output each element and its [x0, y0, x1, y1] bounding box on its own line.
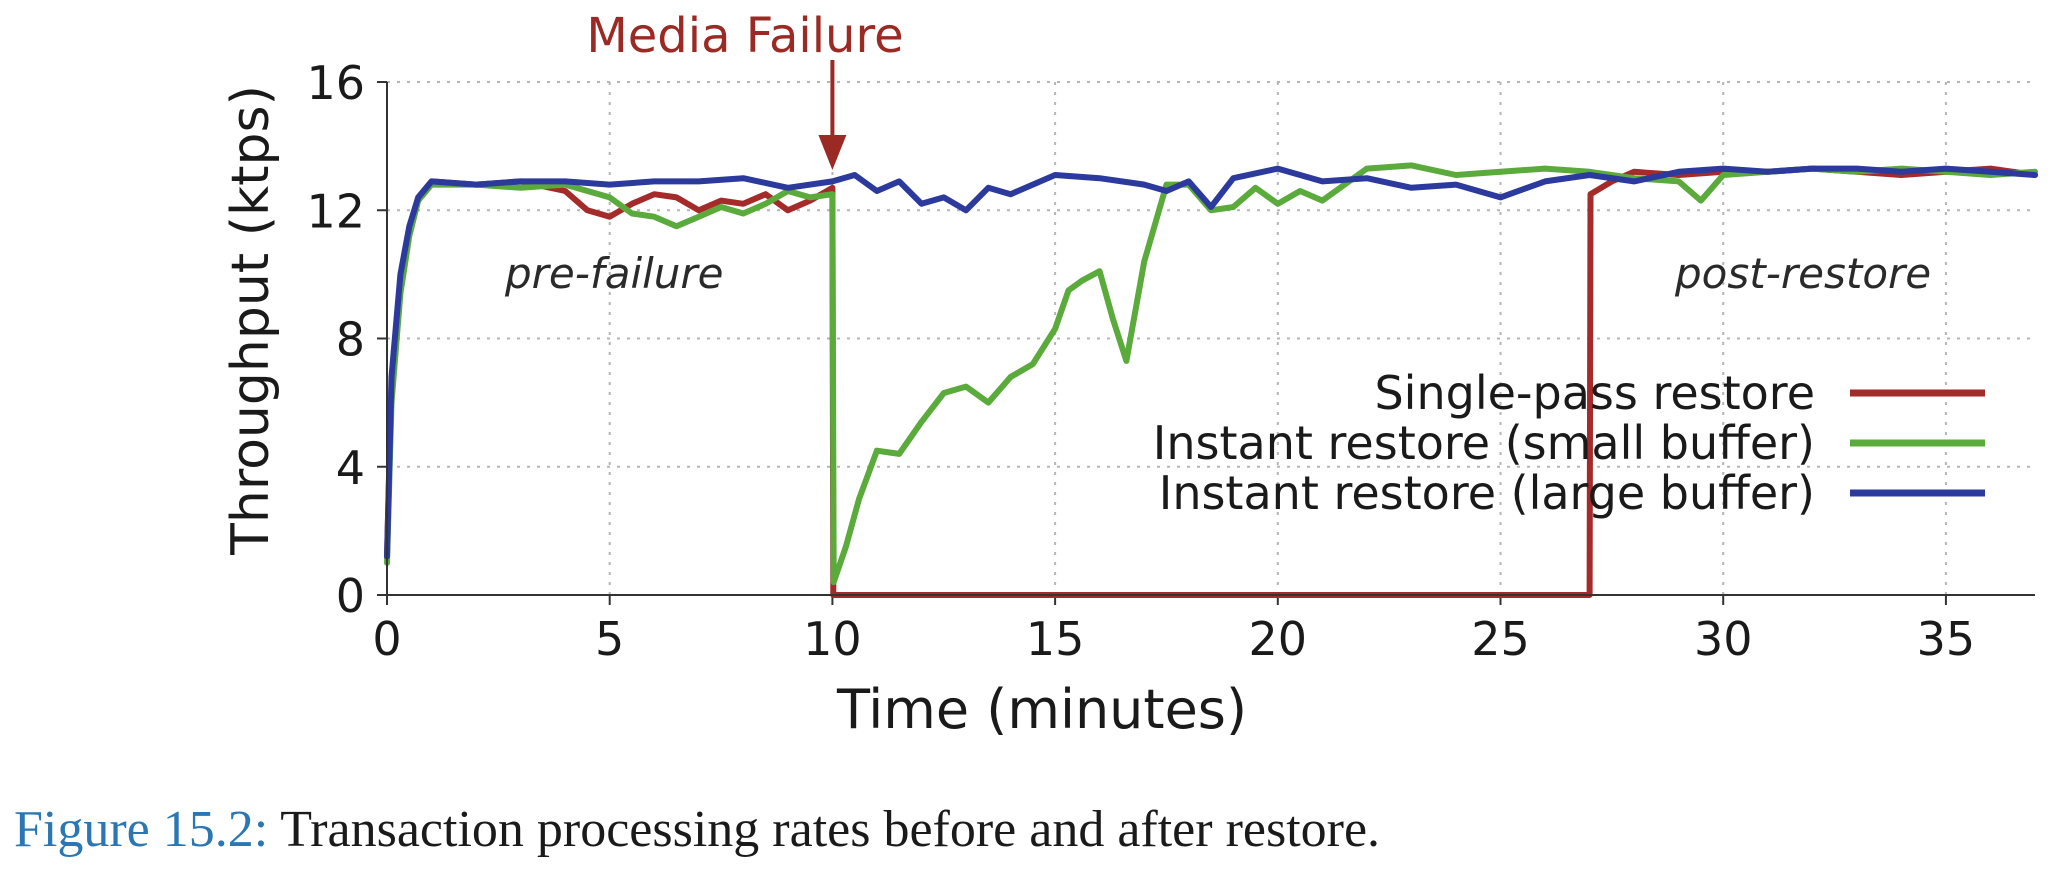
x-tick-label: 5 — [595, 612, 624, 666]
y-tick-label: 4 — [336, 441, 365, 495]
x-tick-label: 10 — [803, 612, 862, 666]
caption-text: Transaction processing rates before and … — [268, 801, 1381, 858]
x-axis-ticks: 0 5 10 15 20 25 30 35 — [372, 595, 1975, 666]
x-tick-label: 25 — [1471, 612, 1530, 666]
media-failure-arrow — [818, 60, 847, 170]
series-line-2 — [384, 162, 2038, 586]
y-tick-label: 12 — [306, 184, 365, 238]
post-restore-annotation: post-restore — [1674, 249, 1931, 298]
y-axis-ticks: 0 4 8 12 16 — [306, 56, 387, 623]
legend-label: Instant restore (large buffer) — [1159, 466, 1815, 520]
x-tick-label: 35 — [1917, 612, 1976, 666]
y-tick-label: 8 — [336, 313, 365, 367]
pre-failure-annotation: pre-failure — [504, 249, 724, 298]
throughput-chart: 0 4 8 12 16 0 5 10 15 20 25 30 35 Time (minutes) Th… — [221, 8, 2038, 741]
x-tick-label: 0 — [372, 612, 401, 666]
x-tick-label: 20 — [1249, 612, 1308, 666]
series-line-3 — [384, 165, 2038, 560]
x-tick-label: 30 — [1694, 612, 1753, 666]
arrow-head — [818, 135, 847, 170]
x-axis-label: Time (minutes) — [836, 678, 1247, 741]
figure-caption: Figure 15.2: Transaction processing rate… — [14, 800, 1380, 859]
legend-label: Single-pass restore — [1374, 366, 1815, 420]
media-failure-label: Media Failure — [586, 8, 903, 64]
series-lines — [384, 162, 2038, 598]
axes — [386, 82, 2035, 596]
legend-label: Instant restore (small buffer) — [1153, 416, 1815, 470]
y-tick-label: 0 — [336, 569, 365, 623]
figure-label: Figure 15.2: — [14, 801, 269, 858]
y-axis-label: Throughput (ktps) — [221, 85, 281, 556]
y-tick-label: 16 — [306, 56, 365, 110]
x-tick-label: 15 — [1026, 612, 1085, 666]
